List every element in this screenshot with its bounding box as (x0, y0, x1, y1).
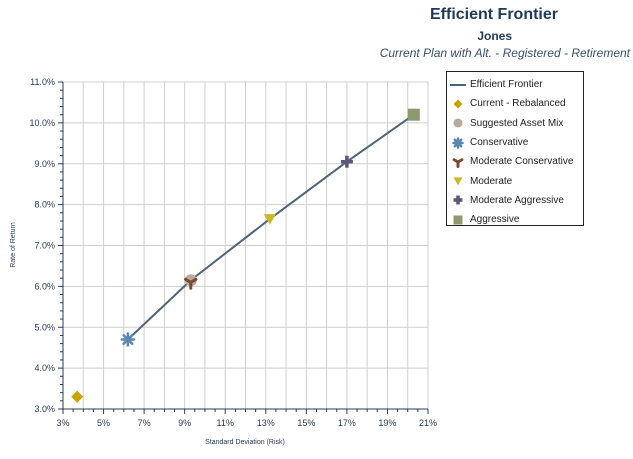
legend-marker (453, 99, 463, 109)
marker-moderate (263, 214, 276, 225)
legend-item-aggressive: Aggressive (447, 210, 583, 229)
legend-label: Moderate (470, 175, 513, 187)
efficient-frontier-legend-icon (450, 83, 466, 86)
legend-label: Aggressive (470, 214, 520, 226)
legend: Efficient Frontier Current - Rebalanced Su… (446, 71, 584, 226)
moderate-legend-icon (453, 177, 463, 186)
legend-label: Current - Rebalanced (470, 98, 566, 110)
client-name: Jones (477, 29, 512, 43)
marker-moderate-conservative (184, 277, 198, 290)
legend-marker (452, 158, 464, 168)
legend-item-suggested-asset-mix: Suggested Asset Mix (447, 114, 583, 133)
chart-title: Efficient Frontier (429, 6, 558, 23)
legend-label: Moderate Conservative (470, 156, 574, 168)
legend-label: Efficient Frontier (470, 79, 543, 91)
markers (71, 108, 420, 403)
grid (63, 81, 429, 409)
legend-label: Suggested Asset Mix (470, 117, 564, 129)
legend-marker (453, 118, 463, 128)
x-tick-label: 21% (419, 418, 437, 428)
y-tick-label: 5.0% (34, 322, 55, 332)
y-tick-label: 4.0% (34, 363, 55, 373)
y-tick-label: 7.0% (34, 241, 55, 251)
y-tick-label: 6.0% (34, 281, 55, 291)
y-tick-label: 3.0% (34, 404, 55, 414)
plan-name: Current Plan with Alt. - Registered - Re… (379, 46, 630, 60)
efficient-frontier-line (127, 113, 415, 341)
axes: 3.0% 4.0% 5.0% 6.0% 7.0% 8.0% 9.0% 10.0% 11.0% 3%… (29, 77, 437, 428)
legend-item-current-rebalanced: Current - Rebalanced (447, 94, 583, 113)
aggressive-legend-icon (453, 215, 463, 225)
x-tick-label: 5% (97, 418, 110, 428)
marker-suggested-asset-mix (184, 274, 197, 287)
x-tick-label: 11% (217, 418, 234, 428)
legend-marker (453, 177, 463, 186)
marker-current-rebalanced (71, 390, 84, 403)
moderate-conservative-legend-icon (452, 158, 464, 168)
x-tick-label: 17% (338, 418, 356, 428)
legend-label: Moderate Aggressive (470, 194, 564, 206)
current-rebalanced-legend-icon (453, 99, 463, 109)
x-tick-label: 19% (378, 418, 396, 428)
marker-moderate-aggressive (340, 155, 353, 168)
y-tick-label: 8.0% (34, 200, 55, 210)
legend-marker (453, 195, 463, 205)
marker-aggressive (407, 108, 420, 121)
x-tick-label: 7% (138, 418, 151, 428)
y-tick-label: 9.0% (34, 159, 55, 169)
x-axis-title: Standard Deviation (Risk) (205, 439, 285, 446)
x-tick-label: 3% (56, 418, 69, 428)
y-tick-label: 11.0% (30, 77, 55, 87)
legend-item-moderate: Moderate (447, 171, 583, 190)
legend-item-conservative: Conservative (447, 133, 583, 152)
suggested-asset-mix-legend-icon (453, 118, 463, 128)
legend-item-moderate-aggressive: Moderate Aggressive (447, 191, 583, 210)
legend-item-efficient-frontier: Efficient Frontier (447, 75, 583, 94)
x-tick-label: 13% (257, 418, 275, 428)
moderate-aggressive-legend-icon (453, 195, 463, 205)
legend-marker (452, 136, 464, 149)
conservative-legend-icon (452, 136, 464, 149)
y-axis-title: Rate of Return (10, 222, 17, 268)
y-tick-label: 10.0% (29, 118, 55, 128)
frontier-line-layer (127, 113, 415, 341)
legend-label: Conservative (470, 137, 529, 149)
marker-conservative (120, 332, 136, 347)
legend-marker (453, 215, 463, 225)
legend-item-moderate-conservative: Moderate Conservative (447, 152, 583, 171)
x-tick-label: 9% (178, 418, 191, 428)
x-tick-label: 15% (297, 418, 315, 428)
